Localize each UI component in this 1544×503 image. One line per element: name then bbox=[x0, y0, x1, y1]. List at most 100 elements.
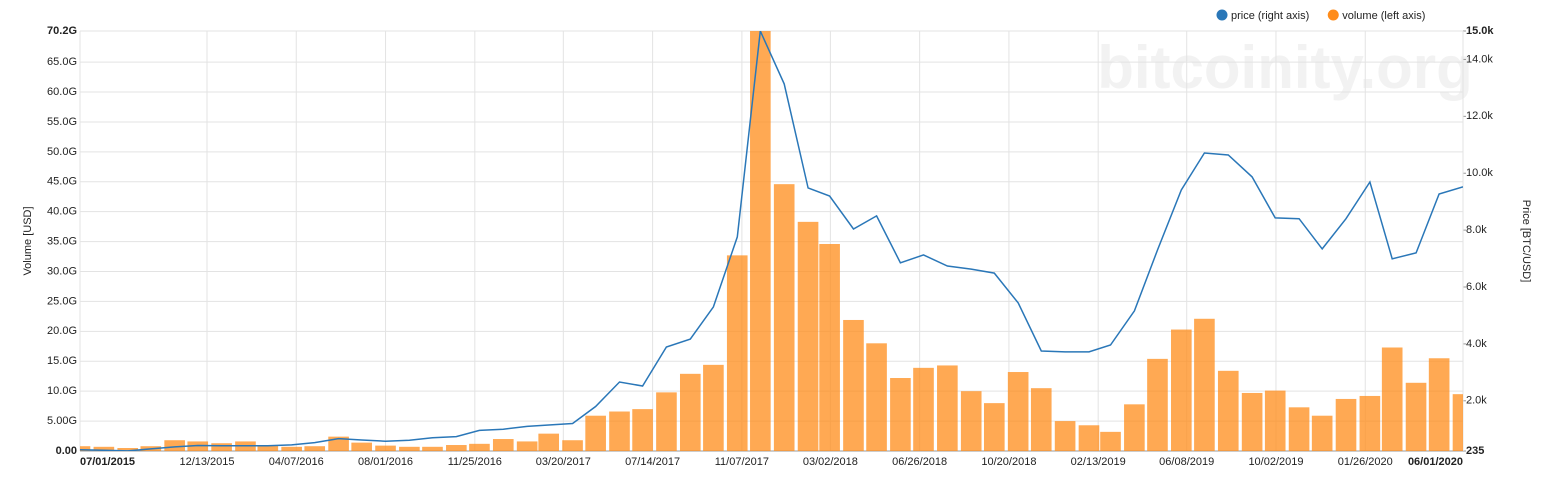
bar bbox=[632, 409, 653, 451]
bar bbox=[538, 433, 560, 451]
x-tick-label: 07/01/2015 bbox=[80, 456, 135, 468]
bar bbox=[609, 411, 630, 451]
x-tick-label: 07/14/2017 bbox=[625, 456, 680, 468]
y-tick-label: 40.0G bbox=[47, 206, 77, 218]
y-tick-label: 35.0G bbox=[47, 236, 77, 248]
bar bbox=[1054, 421, 1076, 451]
bar bbox=[819, 243, 840, 451]
y2-tick-label: 235 bbox=[1466, 445, 1484, 457]
y2-tick-label: 6.0k bbox=[1466, 281, 1487, 293]
bar bbox=[1311, 415, 1333, 451]
bar bbox=[1264, 390, 1286, 451]
y2-tick-label: 2.0k bbox=[1466, 395, 1487, 407]
bar bbox=[422, 446, 443, 451]
x-tick-label: 02/13/2019 bbox=[1071, 456, 1126, 468]
x-tick-label: 10/02/2019 bbox=[1248, 456, 1303, 468]
bar bbox=[257, 445, 279, 451]
x-tick-label: 08/01/2016 bbox=[358, 456, 413, 468]
bar bbox=[913, 367, 934, 451]
y2-tick-label: 14.0k bbox=[1466, 53, 1493, 65]
x-tick-label: 03/02/2018 bbox=[803, 456, 858, 468]
bar bbox=[1381, 347, 1403, 451]
x-tick-label: 03/20/2017 bbox=[536, 456, 591, 468]
bar bbox=[80, 446, 91, 451]
y2-tick-label: 10.0k bbox=[1466, 167, 1493, 179]
legend-marker bbox=[1327, 9, 1339, 21]
legend-marker bbox=[1216, 9, 1228, 21]
y-tick-label: 30.0G bbox=[47, 265, 77, 277]
bar bbox=[1124, 404, 1145, 451]
bar bbox=[1007, 372, 1029, 451]
y2-tick-label: 12.0k bbox=[1466, 110, 1493, 122]
bar bbox=[117, 448, 139, 451]
bar bbox=[562, 440, 583, 451]
bars bbox=[80, 31, 1463, 451]
bar bbox=[281, 446, 302, 451]
bar bbox=[1078, 425, 1100, 451]
bar bbox=[1452, 394, 1463, 451]
y-tick-label: 45.0G bbox=[47, 176, 77, 188]
y-tick-label: 50.0G bbox=[47, 146, 77, 158]
x-tick-label: 11/07/2017 bbox=[715, 456, 769, 468]
bar bbox=[1030, 388, 1052, 451]
watermark: bitcoinity.org bbox=[1097, 34, 1473, 101]
y2-tick-label: 8.0k bbox=[1466, 224, 1487, 236]
y2-axis-label: Price [BTC/USD] bbox=[1520, 200, 1532, 283]
bar bbox=[890, 378, 911, 451]
y-tick-label: 10.0G bbox=[47, 385, 77, 397]
x-tick-label: 11/25/2016 bbox=[448, 456, 502, 468]
price-line bbox=[80, 31, 1463, 451]
labels: 0.00 5.00G 10.0G 15.0G 20.0G 25.0G 30.0G 35.0G 4… bbox=[47, 25, 1494, 468]
bar bbox=[1241, 392, 1263, 451]
bar bbox=[375, 445, 396, 451]
x-tick-label: 06/26/2018 bbox=[892, 456, 947, 468]
bar bbox=[773, 184, 795, 451]
bar bbox=[983, 403, 1005, 451]
bar bbox=[750, 31, 771, 451]
bar bbox=[1288, 407, 1310, 451]
bar bbox=[1171, 329, 1192, 451]
bar bbox=[328, 436, 349, 451]
bar bbox=[656, 392, 677, 451]
legend-label: price (right axis) bbox=[1231, 10, 1309, 22]
legend: price (right axis) volume (left axis) bbox=[1216, 9, 1425, 22]
y-tick-label: 5.00G bbox=[47, 415, 77, 427]
bar bbox=[1359, 395, 1381, 451]
bar bbox=[703, 364, 724, 451]
bar bbox=[1335, 398, 1357, 451]
bar bbox=[1428, 358, 1450, 451]
lines bbox=[80, 31, 1463, 451]
y-tick-label: 70.2G bbox=[47, 25, 77, 37]
bar bbox=[492, 439, 514, 451]
bar bbox=[516, 441, 538, 451]
bar bbox=[446, 445, 467, 451]
y-tick-label: 55.0G bbox=[47, 116, 77, 128]
y-tick-label: 65.0G bbox=[47, 56, 77, 68]
x-tick-label: 06/01/2020 bbox=[1408, 456, 1463, 468]
x-tick-label: 06/08/2019 bbox=[1159, 456, 1214, 468]
y-tick-label: 25.0G bbox=[47, 295, 77, 307]
y-tick-label: 20.0G bbox=[47, 325, 77, 337]
bar bbox=[679, 373, 701, 451]
y-axis-label: Volume [USD] bbox=[22, 206, 34, 275]
bar bbox=[469, 443, 490, 451]
bar bbox=[304, 446, 326, 451]
y-tick-label: 15.0G bbox=[47, 355, 77, 367]
x-tick-label: 12/13/2015 bbox=[179, 456, 234, 468]
bar bbox=[937, 365, 958, 451]
bar bbox=[585, 415, 606, 451]
bar bbox=[1405, 382, 1427, 451]
bar bbox=[843, 319, 864, 451]
y-tick-label: 0.00 bbox=[56, 445, 77, 457]
y2-tick-label: 4.0k bbox=[1466, 338, 1487, 350]
bar bbox=[960, 391, 982, 451]
bar bbox=[1194, 318, 1215, 451]
bar bbox=[399, 446, 420, 451]
x-tick-label: 10/20/2018 bbox=[981, 456, 1036, 468]
legend-label: volume (left axis) bbox=[1342, 10, 1425, 22]
bar bbox=[797, 221, 819, 451]
x-tick-label: 01/26/2020 bbox=[1338, 456, 1393, 468]
y-tick-label: 60.0G bbox=[47, 86, 77, 98]
y2-tick-label: 15.0k bbox=[1466, 25, 1494, 37]
